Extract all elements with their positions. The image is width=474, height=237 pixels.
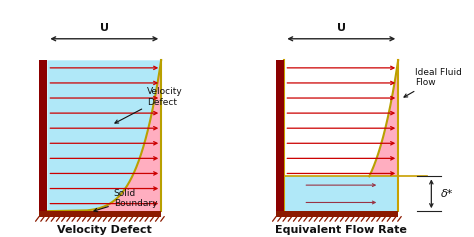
Bar [276, 211, 398, 217]
Text: Solid
Boundary: Solid Boundary [94, 188, 157, 212]
Bar [39, 211, 161, 217]
Bar [276, 60, 284, 211]
Bar [284, 177, 398, 211]
Text: Ideal Fluid
Flow: Ideal Fluid Flow [404, 68, 462, 97]
Text: U: U [100, 23, 109, 33]
Polygon shape [47, 60, 161, 211]
Text: Velocity
Defect: Velocity Defect [115, 87, 182, 123]
Text: δ*: δ* [441, 189, 453, 199]
Polygon shape [369, 60, 398, 177]
Text: Velocity Defect: Velocity Defect [57, 225, 152, 235]
Bar [39, 60, 47, 211]
Text: Equivalent Flow Rate: Equivalent Flow Rate [275, 225, 407, 235]
Polygon shape [47, 60, 161, 211]
Text: U: U [337, 23, 346, 33]
